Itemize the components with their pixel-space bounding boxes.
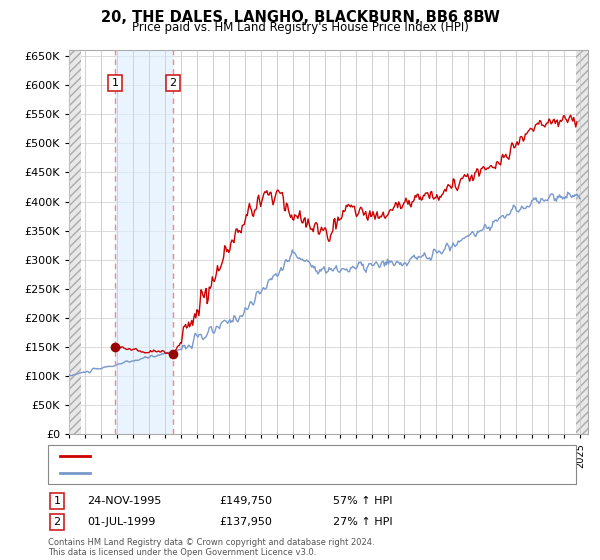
Text: 2: 2 <box>53 517 61 527</box>
Bar <box>115 50 173 434</box>
Text: 20, THE DALES, LANGHO, BLACKBURN, BB6 8BW: 20, THE DALES, LANGHO, BLACKBURN, BB6 8B… <box>101 10 499 25</box>
Text: 20, THE DALES, LANGHO, BLACKBURN, BB6 8BW (detached house): 20, THE DALES, LANGHO, BLACKBURN, BB6 8B… <box>96 451 445 461</box>
Text: £149,750: £149,750 <box>219 496 272 506</box>
Text: Price paid vs. HM Land Registry's House Price Index (HPI): Price paid vs. HM Land Registry's House … <box>131 21 469 34</box>
Text: Contains HM Land Registry data © Crown copyright and database right 2024.
This d: Contains HM Land Registry data © Crown c… <box>48 538 374 557</box>
Text: 01-JUL-1999: 01-JUL-1999 <box>87 517 155 527</box>
Text: 2: 2 <box>169 78 176 88</box>
Text: 1: 1 <box>112 78 119 88</box>
Text: 24-NOV-1995: 24-NOV-1995 <box>87 496 161 506</box>
Text: 1: 1 <box>53 496 61 506</box>
Bar <box>69 50 81 434</box>
Text: £137,950: £137,950 <box>219 517 272 527</box>
Text: HPI: Average price, detached house, Ribble Valley: HPI: Average price, detached house, Ribb… <box>96 468 356 478</box>
Bar <box>576 50 588 434</box>
Text: 57% ↑ HPI: 57% ↑ HPI <box>333 496 392 506</box>
Text: 27% ↑ HPI: 27% ↑ HPI <box>333 517 392 527</box>
